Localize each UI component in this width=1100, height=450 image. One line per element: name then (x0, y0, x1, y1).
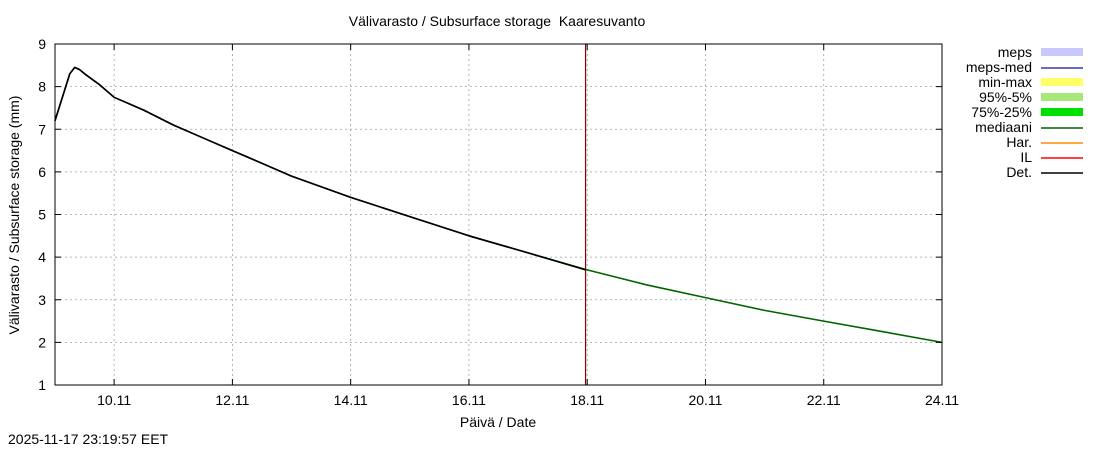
legend-item: meps-med (966, 59, 1083, 75)
x-tick-label: 16.11 (452, 392, 486, 408)
legend-label: meps-med (966, 59, 1032, 75)
legend-label: Har. (1006, 134, 1032, 150)
chart-title: Välivarasto / Subsurface storage Kaaresu… (349, 13, 646, 29)
x-tick-label: 20.11 (688, 392, 722, 408)
legend-item: mediaani (975, 119, 1083, 135)
legend-swatch (1041, 93, 1083, 101)
legend-item: IL (1020, 149, 1083, 165)
plot-frame (54, 43, 943, 386)
y-axis-ticks: 1 2 3 4 5 6 7 8 9 (38, 36, 942, 393)
x-tick-label: 12.11 (215, 392, 249, 408)
x-tick-label: 22.11 (807, 392, 841, 408)
series-layer (54, 66, 943, 344)
legend-item: meps (998, 44, 1083, 60)
legend-label: IL (1020, 149, 1032, 165)
series-line-det- (54, 66, 586, 271)
x-axis-ticks: 10.11 12.11 14.11 16.11 18.11 20.11 22.11 24.11 (97, 44, 959, 408)
legend-item: 75%-25% (971, 104, 1083, 120)
legend-item: Har. (1006, 134, 1083, 150)
x-tick-label: 18.11 (570, 392, 604, 408)
y-axis-title: Välivarasto / Subsurface storage (mm) (6, 96, 22, 335)
legend-label: min-max (978, 74, 1032, 90)
legend-swatch (1041, 108, 1083, 116)
y-tick-label: 2 (38, 334, 46, 350)
timestamp: 2025-11-17 23:19:57 EET (8, 431, 169, 447)
y-tick-label: 8 (38, 79, 46, 95)
y-tick-label: 4 (38, 249, 46, 265)
legend-label: 75%-25% (971, 104, 1032, 120)
x-tick-label: 24.11 (925, 392, 959, 408)
legend-item: min-max (978, 74, 1083, 90)
legend-swatch (1041, 48, 1083, 56)
y-tick-label: 9 (38, 36, 46, 52)
y-tick-label: 6 (38, 164, 46, 180)
legend-item: 95%-5% (979, 89, 1083, 105)
legend-item: Det. (1006, 164, 1083, 180)
x-axis-title: Päivä / Date (460, 414, 536, 430)
legend-label: meps (998, 44, 1032, 60)
y-tick-label: 1 (38, 377, 46, 393)
series-line-mediaani (54, 66, 943, 344)
y-tick-label: 3 (38, 292, 46, 308)
x-tick-label: 10.11 (97, 392, 131, 408)
y-tick-label: 5 (38, 207, 46, 223)
legend-label: 95%-5% (979, 89, 1032, 105)
legend-swatch (1041, 78, 1083, 86)
x-tick-label: 14.11 (334, 392, 368, 408)
grid (55, 44, 942, 385)
y-tick-label: 7 (38, 121, 46, 137)
legend: mepsmeps-medmin-max95%-5%75%-25%mediaani… (966, 44, 1083, 180)
legend-label: Det. (1006, 164, 1032, 180)
legend-label: mediaani (975, 119, 1032, 135)
